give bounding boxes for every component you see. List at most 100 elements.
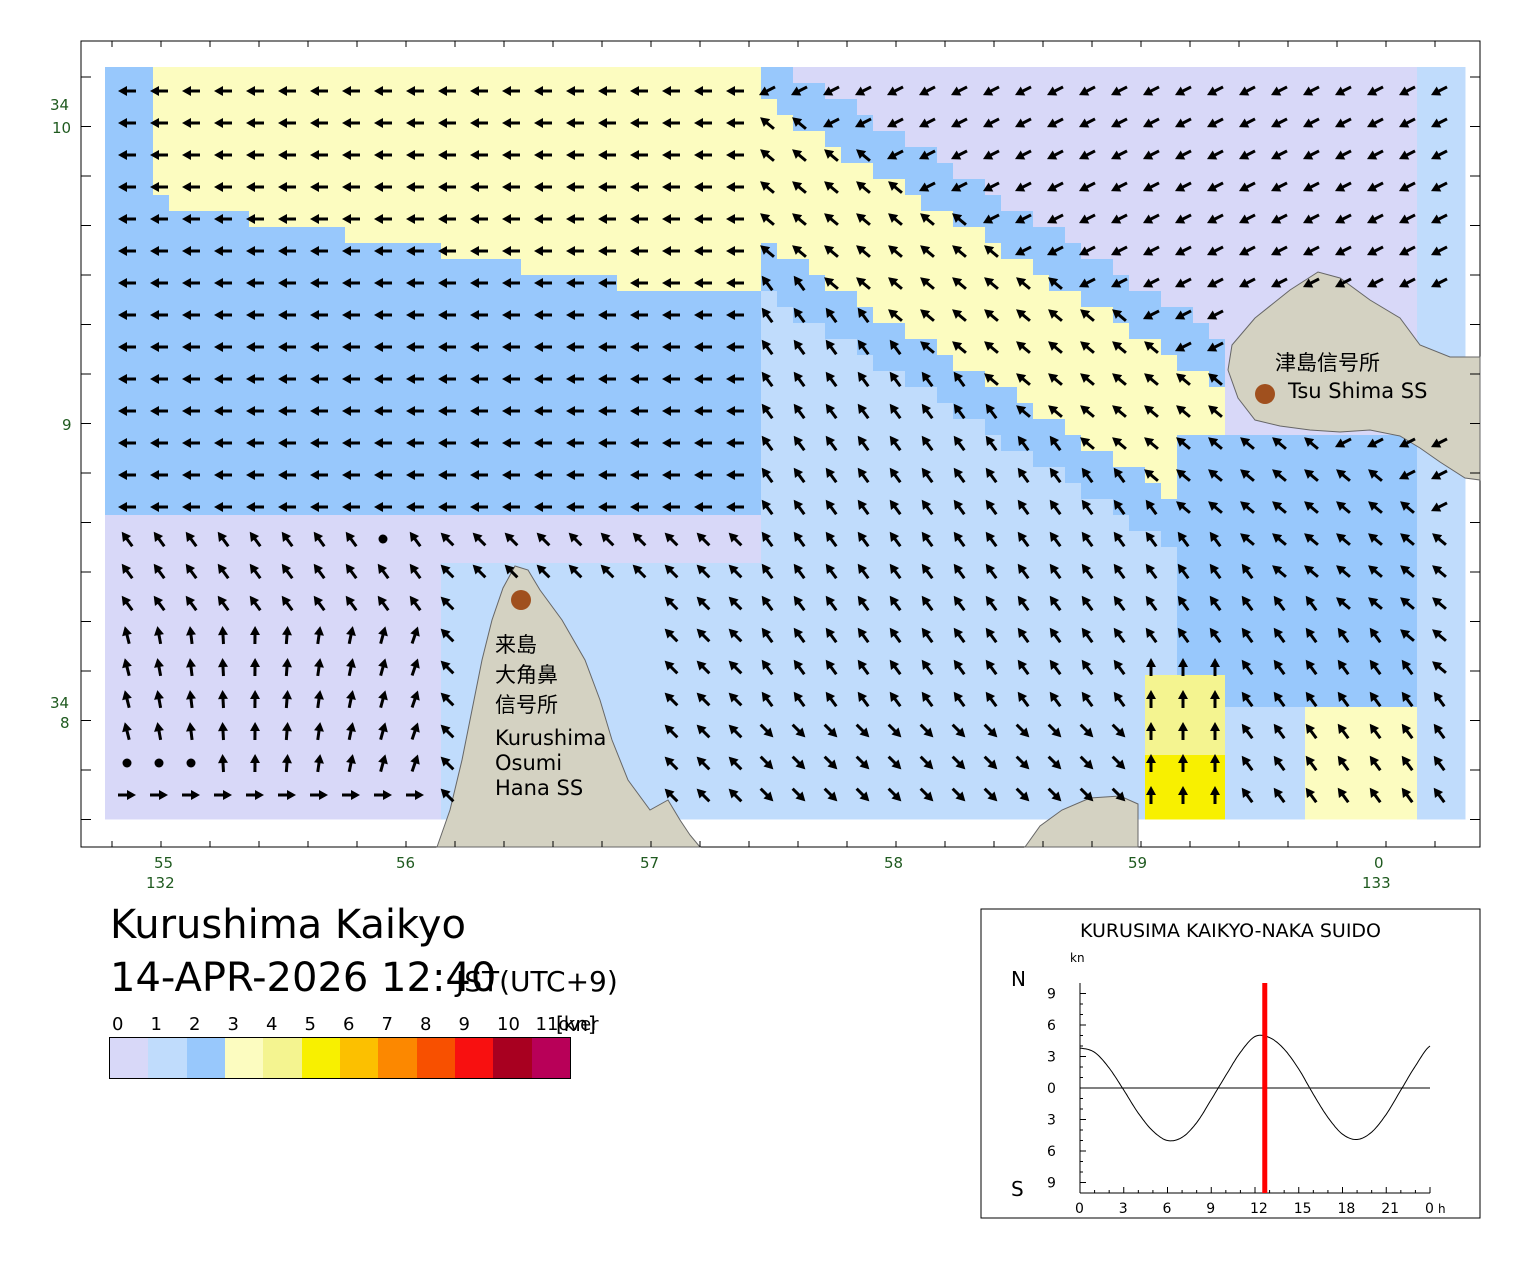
speed-cell [569,419,586,436]
speed-cell [393,515,410,532]
speed-cell [1177,227,1194,244]
speed-cell [745,99,762,116]
speed-cell [425,611,442,628]
speed-cell [1161,163,1178,180]
current-arrow [1142,245,1160,256]
current-arrow [1046,213,1064,224]
current-arrow [278,438,296,448]
current-arrow [1176,373,1191,386]
speed-cell [1257,131,1274,148]
speed-cell [841,435,858,452]
speed-cell [553,243,570,260]
speed-cell [713,451,730,468]
speed-cell [1209,131,1226,148]
speed-cell [697,419,714,436]
speed-cell [1385,291,1402,308]
current-arrow [342,150,360,160]
speed-cell [841,643,858,660]
speed-cell [521,307,538,324]
current-arrow [726,278,744,288]
speed-cell [425,211,442,228]
speed-cell [729,163,746,180]
current-arrow [662,438,680,448]
speed-cell [617,99,634,116]
speed-cell [633,323,650,340]
current-arrow [313,563,326,580]
speed-cell [457,403,474,420]
speed-cell [489,291,506,308]
speed-cell [905,787,922,804]
speed-cell [361,515,378,532]
current-arrow [534,182,552,192]
speed-cell [1289,547,1306,564]
speed-cell [713,355,730,372]
speed-cell [1321,627,1338,644]
speed-cell [409,99,426,116]
speed-cell [521,115,538,132]
speed-cell [889,195,906,212]
current-arrow [598,182,616,192]
speed-cell [265,83,282,100]
speed-cell [425,179,442,196]
speed-cell [409,515,426,532]
speed-cell [649,547,666,564]
current-arrow [857,595,870,612]
speed-cell [761,547,778,564]
speed-cell [1145,547,1162,564]
speed-cell [585,563,602,580]
speed-cell [1209,323,1226,340]
speed-cell [1209,451,1226,468]
speed-cell [793,515,810,532]
speed-cell [137,115,154,132]
speed-cell [921,355,938,372]
current-arrow [118,150,136,160]
speed-cell [345,291,362,308]
speed-cell [1417,723,1434,740]
current-arrow [438,438,456,448]
current-arrow [982,117,1000,128]
speed-cell [1065,211,1082,228]
current-arrow [1302,245,1320,256]
speed-cell [537,195,554,212]
current-arrow [1272,469,1287,482]
speed-cell [745,355,762,372]
speed-cell [1097,131,1114,148]
speed-cell [313,195,330,212]
speed-cell [329,691,346,708]
speed-cell [313,227,330,244]
speed-cell [249,771,266,788]
speed-cell [921,131,938,148]
speed-cell [505,163,522,180]
current-arrow [278,470,296,480]
speed-cell [1161,131,1178,148]
speed-cell [1433,259,1450,276]
speed-cell [457,547,474,564]
speed-cell [937,99,954,116]
speed-cell [937,579,954,596]
speed-cell [777,451,794,468]
speed-cell [489,339,506,356]
current-arrow [825,595,838,612]
speed-cell [361,595,378,612]
speed-cell [601,227,618,244]
speed-cell [265,451,282,468]
current-arrow [1433,691,1446,708]
speed-cell [969,291,986,308]
speed-cell [121,99,138,116]
current-arrow [1430,245,1448,256]
speed-cell [489,323,506,340]
speed-cell [1161,147,1178,164]
speed-cell [281,67,298,84]
speed-cell [1081,291,1098,308]
speed-cell [1449,307,1466,324]
speed-cell [1353,771,1370,788]
speed-cell [1017,195,1034,212]
speed-cell [937,787,954,804]
current-arrow [888,245,903,258]
speed-cell [1225,787,1242,804]
speed-cell [841,147,858,164]
current-arrow [1401,755,1414,772]
speed-cell [473,611,490,628]
current-arrow [887,723,902,738]
speed-cell [761,227,778,244]
